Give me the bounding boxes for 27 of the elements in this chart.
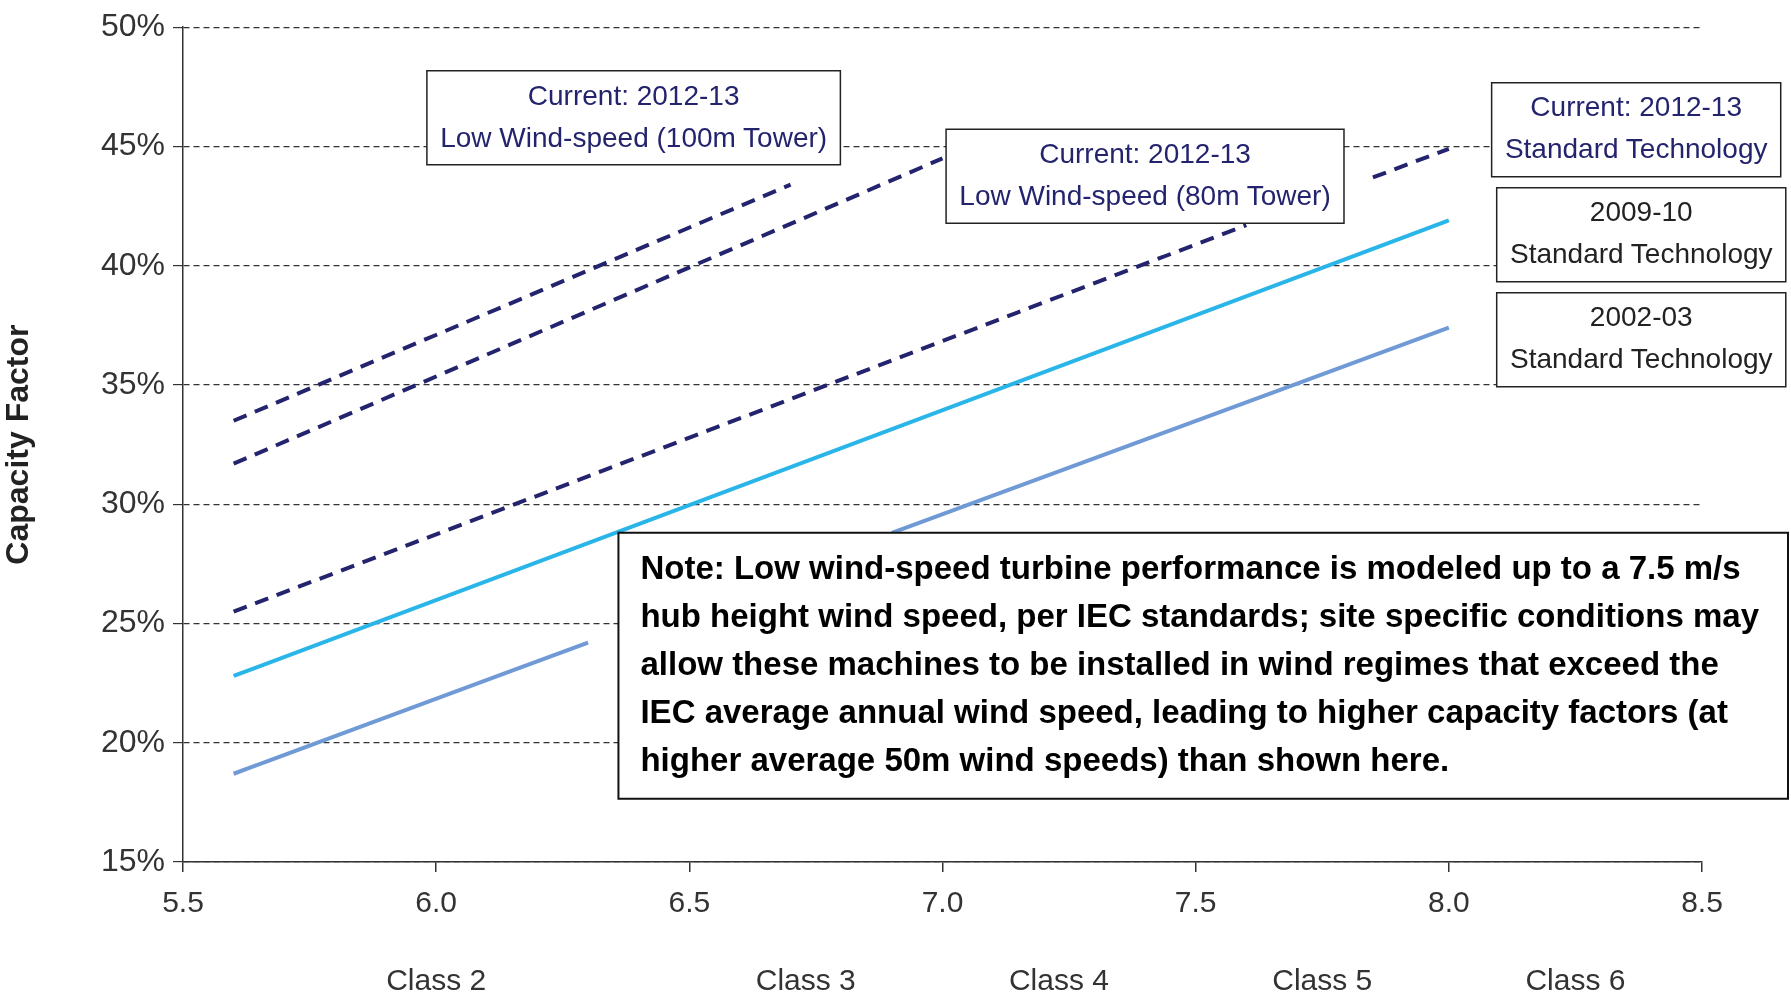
series-label: Current: 2012-13 Low Wind-speed (100m Tower): [440, 79, 828, 153]
y-tick-label: 15%: [100, 841, 165, 878]
y-tick-label: 50%: [100, 7, 165, 44]
x-tick-label: 6.5: [668, 885, 711, 919]
text: Class 6: [1525, 963, 1626, 997]
x-tick-label: 8.0: [1427, 885, 1470, 919]
text: Class 4: [1008, 963, 1109, 997]
y-tick-label: 30%: [100, 484, 165, 521]
x-tick-label: 8.5: [1681, 885, 1723, 919]
series-label: Current: 2012-13 Low Wind-speed (80m Tower): [959, 137, 1331, 211]
text: Class 2: [386, 963, 487, 997]
x-tick-label: 7.0: [921, 885, 964, 919]
text: Class 3: [755, 963, 856, 997]
x-tick-label: 7.5: [1174, 885, 1217, 919]
y-tick-label: 45%: [100, 126, 165, 163]
y-tick-label: 20%: [100, 722, 165, 759]
y-tick-label: 25%: [100, 603, 165, 640]
text: 2002-03 Standard Technology: [1509, 301, 1773, 375]
text: 2009-10 Standard Technology: [1509, 196, 1773, 270]
text: Class 5: [1272, 963, 1373, 997]
x-tick-label: 5.5: [162, 885, 204, 919]
annotation: Note: Low wind-speed turbine performance is modeled up to a 7.5 m/s hub height wind speed, per IEC standards; site specific conditions may allow these machines to be installed in wind regimes that exceed the IEC average annual wind speed, leading to higher capacity factors (at higher average 50m wind speeds) than shown here.: [640, 548, 1760, 778]
text: Current: 2012-13 Standard Technology: [1504, 91, 1768, 165]
y-tick-label: 40%: [100, 245, 165, 282]
y-tick-label: 35%: [100, 364, 165, 401]
x-tick-label: 6.0: [415, 885, 458, 919]
y-axis-title: Capacity Factor: [0, 324, 36, 565]
